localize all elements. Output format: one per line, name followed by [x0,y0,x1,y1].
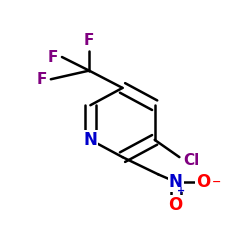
Text: N: N [84,131,97,149]
Text: F: F [37,72,47,87]
Text: −: − [212,177,222,187]
Text: +: + [177,186,185,196]
Text: Cl: Cl [183,153,199,168]
Text: N: N [169,173,182,191]
Text: F: F [84,33,94,48]
Text: O: O [196,173,210,191]
Text: O: O [168,196,183,214]
Text: F: F [48,50,58,64]
